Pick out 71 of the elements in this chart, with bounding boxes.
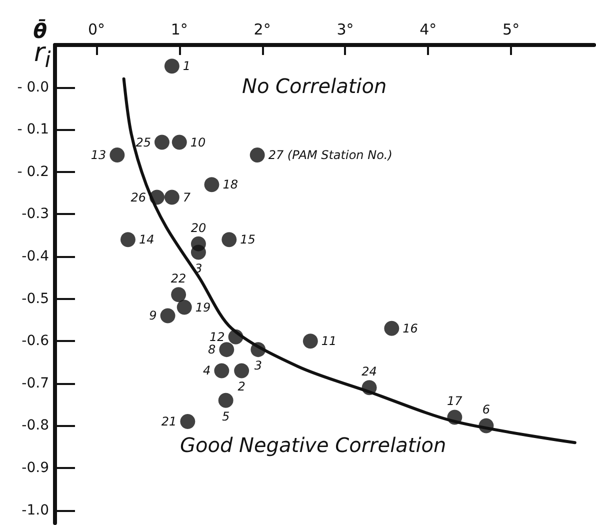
point — [120, 232, 136, 248]
annotation: No Correlation — [242, 74, 387, 98]
point — [150, 190, 164, 205]
point — [478, 418, 494, 434]
annotation: 1 — [182, 59, 191, 74]
annotation: 3 — [254, 358, 262, 373]
point — [164, 190, 180, 205]
point — [176, 300, 192, 315]
annotation: 21 — [161, 414, 177, 428]
point — [171, 287, 186, 302]
x-tick-label: 3° — [336, 20, 354, 38]
point — [180, 414, 196, 429]
annotation: 6 — [482, 402, 490, 417]
annotation: 4 — [203, 364, 211, 378]
point — [228, 329, 244, 344]
x-tick-label: 2° — [254, 20, 271, 38]
point — [234, 363, 250, 378]
annotation: 19 — [195, 300, 211, 314]
point — [218, 392, 234, 408]
annotation: 27 (PAM Station No.) — [268, 148, 392, 162]
point — [154, 134, 170, 150]
point — [172, 134, 187, 150]
y-tick-label: -0.8 — [22, 418, 49, 434]
point — [384, 320, 400, 336]
y-tick-label: - 0.2 — [17, 164, 49, 180]
y-tick-label: -0.5 — [22, 290, 49, 307]
annotation: 17 — [447, 394, 463, 408]
y-tick-label: -0.6 — [22, 333, 50, 350]
annotation: 8 — [208, 342, 216, 357]
x-tick-label: 0° — [88, 20, 105, 38]
annotation: 7 — [182, 190, 191, 204]
y-tick-label: -0.3 — [22, 206, 49, 222]
point — [447, 410, 462, 425]
annotation: 20 — [190, 220, 206, 235]
annotation: 26 — [130, 190, 146, 204]
y-tick-label: -0.9 — [22, 460, 49, 476]
annotation: 13 — [90, 148, 106, 162]
point — [164, 58, 180, 74]
annotation: 12 — [209, 330, 225, 344]
x-tick-label: 1° — [170, 20, 188, 38]
annotation: 14 — [138, 232, 154, 247]
point — [219, 342, 234, 358]
y-tick-label: - 0.0 — [17, 79, 49, 96]
annotation: 11 — [321, 334, 337, 348]
point — [250, 342, 266, 358]
y-tick-label: - 0.1 — [17, 122, 49, 138]
y-tick-label: -0.7 — [22, 375, 49, 392]
x-tick-label: 4° — [420, 20, 437, 38]
annotation: 10 — [190, 135, 206, 150]
point — [160, 308, 176, 324]
annotation: 18 — [222, 178, 238, 192]
annotation: 16 — [402, 321, 418, 336]
point — [222, 232, 237, 248]
point — [214, 363, 230, 378]
annotation: 24 — [362, 364, 377, 379]
annotation: Good Negative Correlation — [180, 433, 446, 457]
x-tick-label: 5° — [502, 20, 520, 38]
annotation: 22 — [170, 272, 186, 286]
point — [302, 334, 318, 349]
y-tick-label: -0.4 — [22, 248, 50, 265]
annotation: 15 — [240, 232, 256, 247]
point — [190, 244, 206, 260]
annotation: 5 — [222, 409, 230, 424]
point — [362, 380, 377, 396]
point — [204, 177, 220, 192]
annotation: 2 — [238, 380, 246, 394]
point — [110, 147, 125, 162]
annotation: 9 — [149, 308, 157, 323]
y-tick-label: -1.0 — [22, 502, 49, 518]
point — [250, 147, 265, 162]
annotation: 25 — [136, 135, 151, 150]
